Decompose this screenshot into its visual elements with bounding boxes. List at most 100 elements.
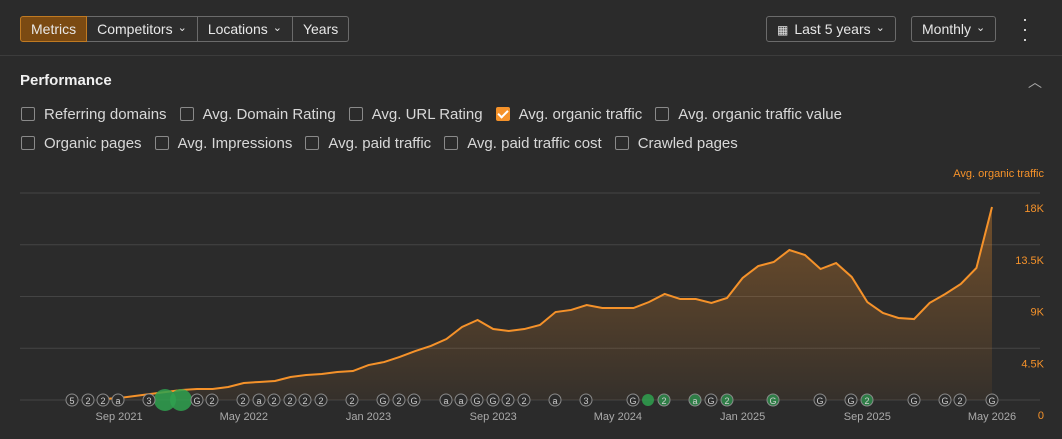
annotation-label: G xyxy=(941,396,948,406)
y-tick-label: 18K xyxy=(1024,203,1044,215)
more-menu[interactable]: · · · xyxy=(1022,9,1028,49)
panel-title: Performance xyxy=(20,72,112,89)
annotation-label: G xyxy=(629,396,636,406)
annotation-marker xyxy=(517,393,531,407)
annotation-marker xyxy=(470,393,484,407)
annotation-marker xyxy=(190,393,204,407)
annotation-marker xyxy=(766,393,780,407)
y-tick-label: 4.5K xyxy=(1021,358,1044,370)
checkbox[interactable] xyxy=(21,107,35,121)
checkbox[interactable] xyxy=(305,136,320,150)
metric-option[interactable]: Avg. paid traffic cost xyxy=(444,133,602,153)
metric-label: Avg. Impressions xyxy=(177,134,293,152)
x-tick-label: May 2026 xyxy=(968,411,1016,423)
metric-label: Avg. Domain Rating xyxy=(202,105,336,123)
annotation-label: a xyxy=(692,396,697,406)
toolbar: Metrics Competitors Locations Years ▦ Last 5… xyxy=(0,0,1062,56)
tab[interactable]: Metrics xyxy=(20,16,88,42)
annotation-marker xyxy=(205,393,219,407)
annotation-marker xyxy=(688,393,702,407)
x-tick-label: May 2024 xyxy=(594,411,642,423)
annotation-marker xyxy=(81,393,95,407)
annotation-label: 2 xyxy=(240,396,245,406)
annotation-label: G xyxy=(816,396,823,406)
annotation-marker xyxy=(345,393,359,407)
annotation-label: 2 xyxy=(957,396,962,406)
metric-option[interactable]: Avg. Impressions xyxy=(154,133,293,153)
tab-label: Years xyxy=(302,21,339,37)
period-label: Last 5 years xyxy=(794,21,871,37)
checkbox[interactable] xyxy=(614,136,629,150)
chart: 0 4.5K 9K 13.5K 18K Sep 2021 May 2022 Jan 2023 S… xyxy=(20,168,1045,423)
line xyxy=(103,206,993,400)
checkbox[interactable] xyxy=(348,107,363,121)
annotation-marker xyxy=(860,393,874,407)
x-tick-label: May 2022 xyxy=(220,411,268,423)
legend-label: Avg. organic traffic xyxy=(953,168,1044,180)
tab-label: Locations xyxy=(207,21,268,37)
metric-label: Organic pages xyxy=(44,134,142,152)
metric-label: Avg. paid traffic xyxy=(328,134,432,152)
annotation-marker xyxy=(953,393,967,407)
checkbox[interactable] xyxy=(154,136,169,150)
annotation-label: G xyxy=(769,396,776,406)
annotation-marker xyxy=(407,393,421,407)
annotation-marker xyxy=(626,393,640,407)
metric-label: Referring domains xyxy=(44,105,167,123)
x-tick-label: Sep 2021 xyxy=(96,411,143,423)
metric-option[interactable]: Referring domains xyxy=(21,104,167,124)
annotation-marker xyxy=(236,393,250,407)
annotation-marker xyxy=(170,389,192,411)
tab-group: Metrics Competitors Locations Years xyxy=(20,16,350,42)
checkbox[interactable] xyxy=(495,107,510,121)
annotation-label: 2 xyxy=(100,396,105,406)
checkbox[interactable] xyxy=(21,136,35,150)
annotation-marker xyxy=(907,393,921,407)
checkbox[interactable] xyxy=(179,107,194,121)
metric-option[interactable]: Crawled pages xyxy=(614,133,738,153)
annotation-marker xyxy=(501,393,515,407)
tab[interactable]: Years xyxy=(292,16,350,42)
annotation-marker xyxy=(298,393,312,407)
annotation-label: 2 xyxy=(505,396,510,406)
interval-dropdown[interactable]: Monthly xyxy=(911,16,997,42)
annotation-marker xyxy=(392,393,406,407)
annotation-label: 2 xyxy=(85,396,90,406)
metric-option[interactable]: Avg. URL Rating xyxy=(348,104,483,124)
checkbox[interactable] xyxy=(444,136,459,150)
checkbox[interactable] xyxy=(655,107,670,121)
annotation-label: G xyxy=(489,396,496,406)
annotation-label: G xyxy=(847,396,854,406)
annotation-marker xyxy=(376,393,390,407)
annotation-marker xyxy=(65,393,79,407)
period-dropdown[interactable]: ▦ Last 5 years xyxy=(766,16,896,42)
metric-label: Avg. URL Rating xyxy=(371,105,483,123)
y-tick-label: 13.5K xyxy=(1015,255,1044,267)
metric-option[interactable]: Avg. paid traffic xyxy=(305,133,431,153)
annotation-marker xyxy=(486,393,500,407)
area xyxy=(103,207,992,400)
metric-option[interactable]: Avg. organic traffic value xyxy=(655,104,842,124)
annotation-label: 2 xyxy=(396,396,401,406)
metric-option[interactable]: Organic pages xyxy=(21,133,142,153)
tab[interactable]: Competitors xyxy=(87,16,198,42)
annotation-label: G xyxy=(707,396,714,406)
metric-option[interactable]: Avg. Domain Rating xyxy=(179,104,336,124)
annotation-label: G xyxy=(910,396,917,406)
annotation-marker xyxy=(252,393,266,407)
annotation-marker xyxy=(985,393,999,407)
annotation-marker xyxy=(720,393,734,407)
collapse-button[interactable]: ︿ xyxy=(1028,74,1042,90)
tab[interactable]: Locations xyxy=(197,16,293,42)
metric-label: Avg. organic traffic xyxy=(518,105,643,123)
interval-label: Monthly xyxy=(922,21,972,37)
x-tick-label: Jan 2025 xyxy=(720,411,765,423)
annotation-label: a xyxy=(458,396,463,406)
annotation-label: a xyxy=(256,396,261,406)
x-tick-label: Sep 2023 xyxy=(470,411,517,423)
annotation-label: a xyxy=(115,396,120,406)
metric-label: Avg. paid traffic cost xyxy=(467,134,602,152)
annotation-marker xyxy=(579,393,593,407)
metric-option[interactable]: Avg. organic traffic xyxy=(495,104,643,124)
